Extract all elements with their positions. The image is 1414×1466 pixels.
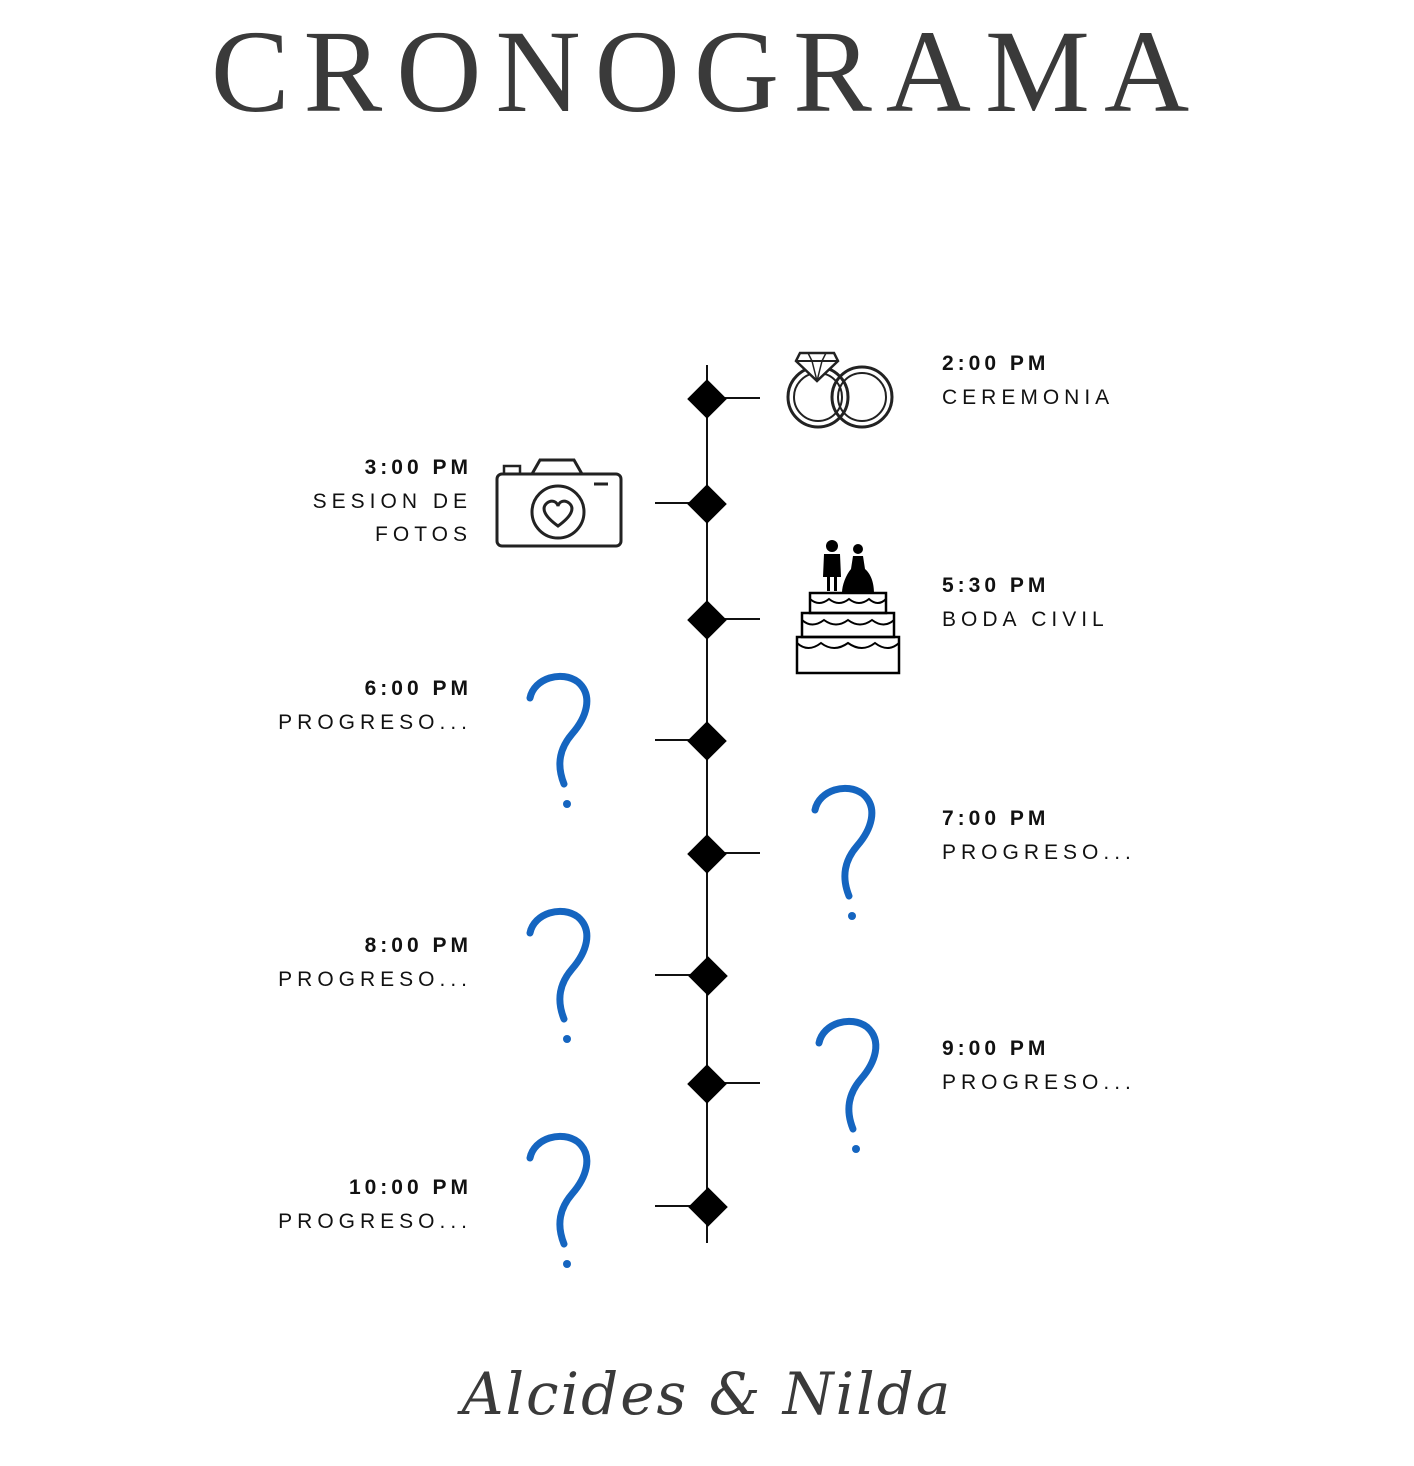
timeline-marker xyxy=(688,956,728,996)
timeline-connector xyxy=(655,974,707,976)
couple-signature: Alcides & Nilda xyxy=(461,1360,953,1428)
event-label: PROGRESO... xyxy=(942,1071,1136,1094)
event-2pm: 2:00 PM CEREMONIA xyxy=(942,347,1114,414)
timeline-connector xyxy=(708,618,760,620)
question-mark-icon xyxy=(520,1132,596,1277)
event-label: BODA CIVIL xyxy=(942,608,1109,631)
timeline-marker xyxy=(687,600,727,640)
event-time: 10:00 PM xyxy=(348,1176,472,1199)
page-title: CRONOGRAMA xyxy=(210,6,1204,137)
event-label: PROGRESO... xyxy=(942,841,1136,864)
timeline-marker xyxy=(687,834,727,874)
timeline-axis xyxy=(706,365,708,1243)
event-time: 7:00 PM xyxy=(942,807,1050,830)
timeline-connector xyxy=(655,502,707,504)
event-label: CEREMONIA xyxy=(942,386,1115,409)
question-mark-icon xyxy=(520,907,596,1052)
wedding-cake-icon xyxy=(794,537,904,682)
timeline-marker xyxy=(687,379,727,419)
timeline-connector xyxy=(708,1082,760,1084)
question-mark-icon xyxy=(809,1017,885,1162)
timeline-marker xyxy=(687,721,727,761)
event-time: 6:00 PM xyxy=(364,677,472,700)
event-label: PROGRESO... xyxy=(278,968,472,991)
timeline-marker xyxy=(688,1187,728,1227)
event-time: 8:00 PM xyxy=(364,934,472,957)
event-8pm: 8:00 PM PROGRESO... xyxy=(278,929,472,996)
event-time: 3:00 PM xyxy=(364,456,472,479)
event-3pm: 3:00 PM SESION DE FOTOS xyxy=(313,451,472,551)
event-label: PROGRESO... xyxy=(278,1210,472,1233)
wedding-rings-icon xyxy=(782,345,904,442)
event-7pm: 7:00 PM PROGRESO... xyxy=(942,802,1136,869)
event-time: 9:00 PM xyxy=(942,1037,1050,1060)
timeline-connector xyxy=(655,1205,707,1207)
question-mark-icon xyxy=(520,672,596,817)
event-label: SESION DE FOTOS xyxy=(312,490,472,546)
timeline-connector xyxy=(708,852,760,854)
timeline-connector xyxy=(655,739,707,741)
timeline-marker xyxy=(687,484,727,524)
timeline-connector xyxy=(708,397,760,399)
event-9pm: 9:00 PM PROGRESO... xyxy=(942,1032,1136,1099)
camera-heart-icon xyxy=(494,456,626,557)
event-530pm: 5:30 PM BODA CIVIL xyxy=(942,569,1109,636)
event-time: 5:30 PM xyxy=(942,574,1050,597)
event-6pm: 6:00 PM PROGRESO... xyxy=(278,672,472,739)
question-mark-icon xyxy=(805,784,881,929)
timeline-marker xyxy=(687,1064,727,1104)
event-10pm: 10:00 PM PROGRESO... xyxy=(278,1171,472,1238)
event-label: PROGRESO... xyxy=(278,711,472,734)
event-time: 2:00 PM xyxy=(942,352,1050,375)
